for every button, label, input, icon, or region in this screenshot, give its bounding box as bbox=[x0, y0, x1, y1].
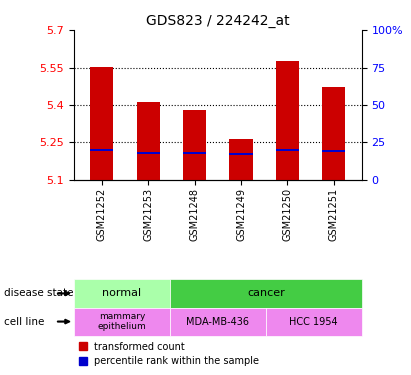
Bar bbox=[322, 87, 345, 180]
Text: normal: normal bbox=[102, 288, 141, 298]
Bar bbox=[276, 61, 299, 180]
Legend: transformed count, percentile rank within the sample: transformed count, percentile rank withi… bbox=[79, 342, 259, 366]
Bar bbox=[90, 67, 113, 180]
Bar bbox=[183, 110, 206, 180]
Text: mammary
epithelium: mammary epithelium bbox=[97, 312, 146, 331]
Bar bbox=[276, 149, 299, 151]
Bar bbox=[90, 149, 113, 151]
Text: cancer: cancer bbox=[247, 288, 285, 298]
Bar bbox=[322, 150, 345, 153]
Title: GDS823 / 224242_at: GDS823 / 224242_at bbox=[146, 13, 290, 28]
Text: disease state: disease state bbox=[4, 288, 74, 298]
Text: HCC 1954: HCC 1954 bbox=[289, 316, 338, 327]
Bar bbox=[229, 153, 253, 155]
Bar bbox=[136, 102, 160, 180]
Text: MDA-MB-436: MDA-MB-436 bbox=[186, 316, 249, 327]
Bar bbox=[136, 152, 160, 154]
Text: cell line: cell line bbox=[4, 316, 44, 327]
Bar bbox=[229, 139, 253, 180]
Bar bbox=[183, 152, 206, 154]
